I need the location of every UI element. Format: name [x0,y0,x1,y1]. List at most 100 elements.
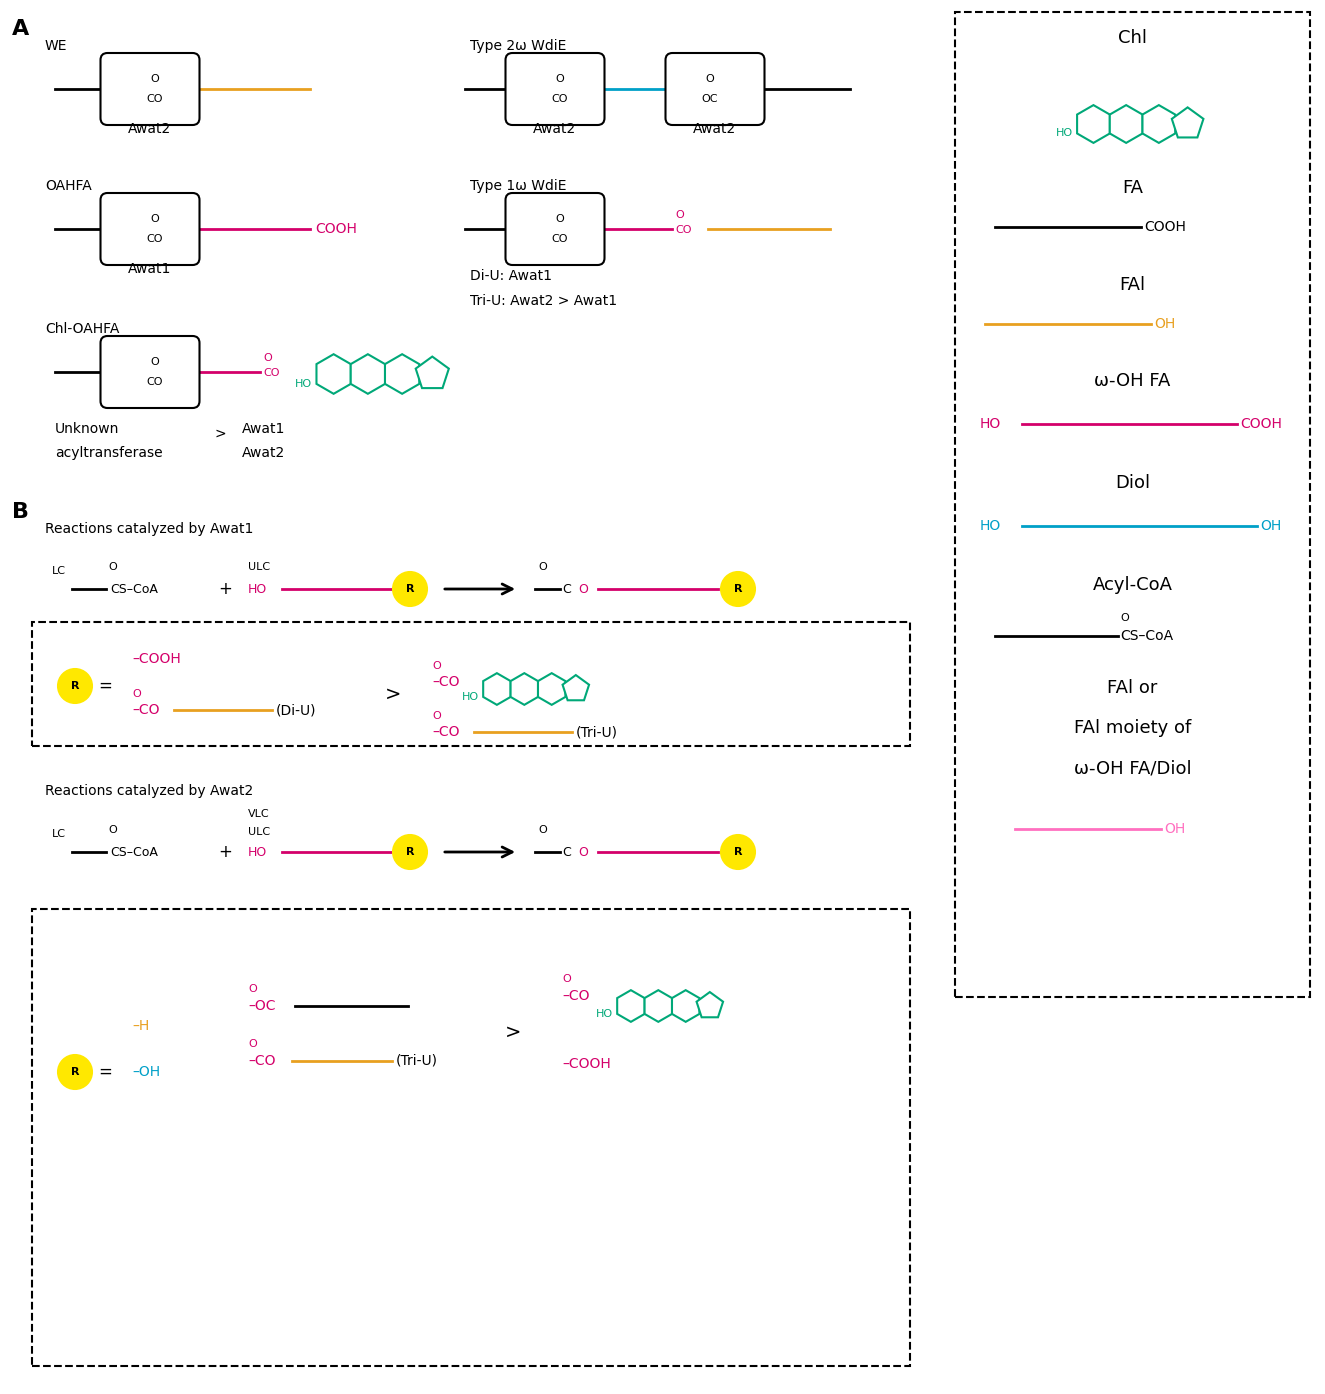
Text: A: A [12,20,29,39]
Text: Awat2: Awat2 [693,123,737,137]
Text: CS–CoA: CS–CoA [110,846,158,859]
Text: –CO: –CO [248,1054,276,1068]
Text: CO: CO [262,368,280,378]
Text: O: O [706,74,714,84]
Text: CO: CO [674,224,692,236]
Polygon shape [538,673,566,705]
Text: (Tri-U): (Tri-U) [396,1054,439,1068]
Text: (Di-U): (Di-U) [276,703,317,717]
Text: Awat1: Awat1 [242,422,285,436]
Text: =: = [98,677,111,696]
FancyBboxPatch shape [32,909,910,1366]
Text: R: R [734,848,742,857]
Text: O: O [109,825,117,835]
Text: OH: OH [1154,316,1175,330]
Text: O: O [1121,613,1129,623]
Text: O: O [151,357,159,367]
Text: Awat2: Awat2 [242,446,285,460]
Text: O: O [578,583,588,595]
Text: R: R [405,584,415,594]
Text: O: O [248,1039,257,1050]
Text: –CO: –CO [132,703,159,717]
Text: >: > [386,684,401,704]
Text: R: R [70,1066,80,1078]
Polygon shape [563,675,590,700]
Text: HO: HO [462,691,480,703]
Text: >: > [505,1023,521,1041]
Text: OC: OC [702,93,718,105]
Text: >: > [215,427,227,441]
Text: LC: LC [52,566,66,576]
Text: Chl-OAHFA: Chl-OAHFA [45,322,119,336]
Polygon shape [1171,107,1203,138]
Text: Di-U: Awat1: Di-U: Awat1 [470,269,553,283]
Circle shape [721,572,755,606]
Text: –OC: –OC [248,999,276,1013]
Text: HO: HO [248,583,268,595]
Text: O: O [555,215,564,224]
FancyBboxPatch shape [665,53,765,125]
Polygon shape [351,354,386,393]
Text: R: R [734,584,742,594]
Polygon shape [386,354,419,393]
Text: +: + [219,580,232,598]
Text: Reactions catalyzed by Awat2: Reactions catalyzed by Awat2 [45,783,253,797]
Text: HO: HO [980,519,1002,533]
Polygon shape [1110,105,1142,144]
Text: Chl: Chl [1118,29,1147,47]
Text: O: O [674,210,684,220]
Text: HO: HO [596,1009,613,1019]
Text: O: O [555,74,564,84]
Text: CO: CO [551,234,568,244]
Text: C: C [562,583,571,595]
Text: Unknown: Unknown [56,422,119,436]
Text: FAl moiety of: FAl moiety of [1073,719,1191,737]
Polygon shape [644,990,672,1022]
Text: –COOH: –COOH [132,652,180,666]
Text: Type 1ω WdiE: Type 1ω WdiE [470,178,567,192]
Polygon shape [510,673,538,705]
Text: Awat2: Awat2 [534,123,576,137]
Text: CO: CO [147,234,163,244]
Circle shape [394,572,427,606]
Text: B: B [12,502,29,521]
Text: –CO: –CO [432,675,460,689]
Text: HO: HO [248,846,268,859]
Text: R: R [405,848,415,857]
Text: ω-OH FA/Diol: ω-OH FA/Diol [1073,758,1191,776]
Text: O: O [151,215,159,224]
Text: O: O [432,711,441,721]
Text: COOH: COOH [1240,417,1281,431]
Polygon shape [672,990,700,1022]
Text: HO: HO [294,379,311,389]
Circle shape [58,1055,91,1089]
Text: –CO: –CO [562,988,590,1004]
Circle shape [394,835,427,868]
Text: –OH: –OH [132,1065,160,1079]
FancyBboxPatch shape [101,53,200,125]
Text: Type 2ω WdiE: Type 2ω WdiE [470,39,566,53]
Polygon shape [484,673,510,705]
Text: FA: FA [1122,178,1143,197]
Polygon shape [697,993,723,1018]
Polygon shape [1142,105,1175,144]
Text: COOH: COOH [315,222,356,236]
Text: CO: CO [551,93,568,105]
Text: –COOH: –COOH [562,1057,611,1071]
Text: R: R [70,682,80,691]
Text: –H: –H [132,1019,150,1033]
Text: OH: OH [1165,822,1186,836]
FancyBboxPatch shape [101,336,200,408]
Text: HO: HO [1056,128,1072,138]
Text: LC: LC [52,829,66,839]
Text: O: O [562,974,571,984]
Text: Acyl-CoA: Acyl-CoA [1093,576,1173,594]
Text: OH: OH [1260,519,1281,533]
Text: O: O [578,846,588,859]
Text: CS–CoA: CS–CoA [110,583,158,595]
FancyBboxPatch shape [506,192,604,265]
Polygon shape [1077,105,1110,144]
Circle shape [721,835,755,868]
Text: CO: CO [147,93,163,105]
Text: Awat1: Awat1 [129,262,172,276]
